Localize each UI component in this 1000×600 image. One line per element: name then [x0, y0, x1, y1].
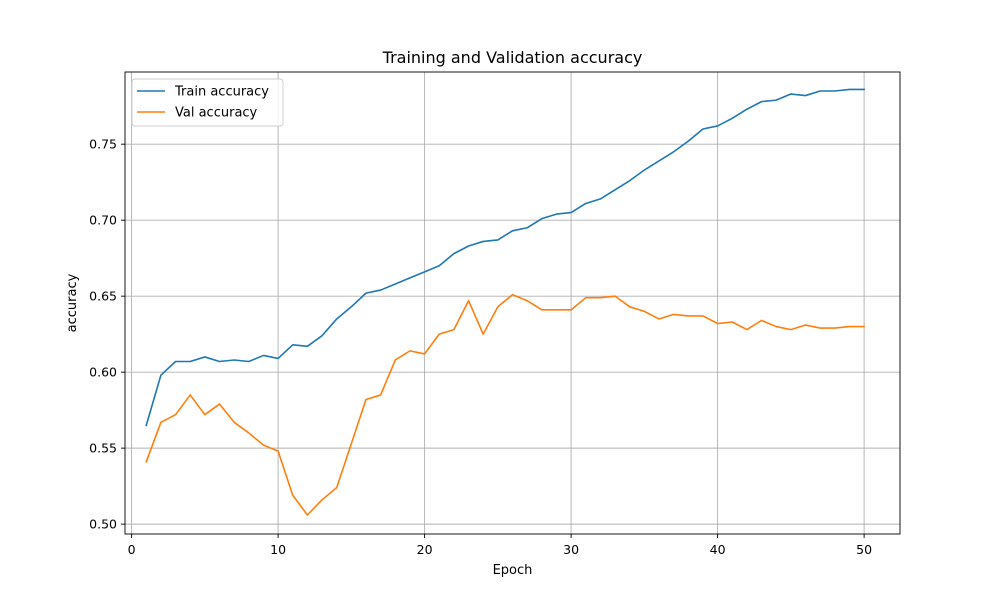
x-tick-label: 50 [856, 542, 872, 557]
y-tick-label: 0.55 [89, 441, 117, 456]
chart-title: Training and Validation accuracy [382, 48, 643, 67]
x-tick-label: 10 [270, 542, 286, 557]
y-tick-label: 0.70 [89, 213, 117, 228]
legend-label: Train accuracy [174, 85, 269, 100]
y-tick-label: 0.75 [89, 137, 117, 152]
x-axis-title: Epoch [493, 563, 533, 578]
y-tick-label: 0.50 [89, 517, 117, 532]
legend-label: Val accuracy [175, 106, 258, 121]
y-tick-label: 0.60 [89, 365, 117, 380]
x-tick-label: 40 [710, 542, 726, 557]
series-line-val-accuracy [145, 293, 865, 516]
legend: Train accuracy Val accuracy [131, 78, 284, 127]
x-tick-label: 30 [563, 542, 579, 557]
series-lines [145, 88, 865, 516]
x-tick-label: 20 [417, 542, 433, 557]
grid-lines [125, 72, 900, 534]
plot-frame [124, 71, 901, 535]
y-axis-title: accuracy [65, 273, 80, 332]
x-tick-label: 0 [128, 542, 136, 557]
y-tick-label: 0.65 [89, 289, 117, 304]
axis-ticks: 0 10 20 30 40 50 0.50 0.55 0.60 0.65 0.70 0.75 [89, 137, 872, 557]
series-line-train-accuracy [145, 88, 865, 427]
legend-box [131, 78, 284, 127]
